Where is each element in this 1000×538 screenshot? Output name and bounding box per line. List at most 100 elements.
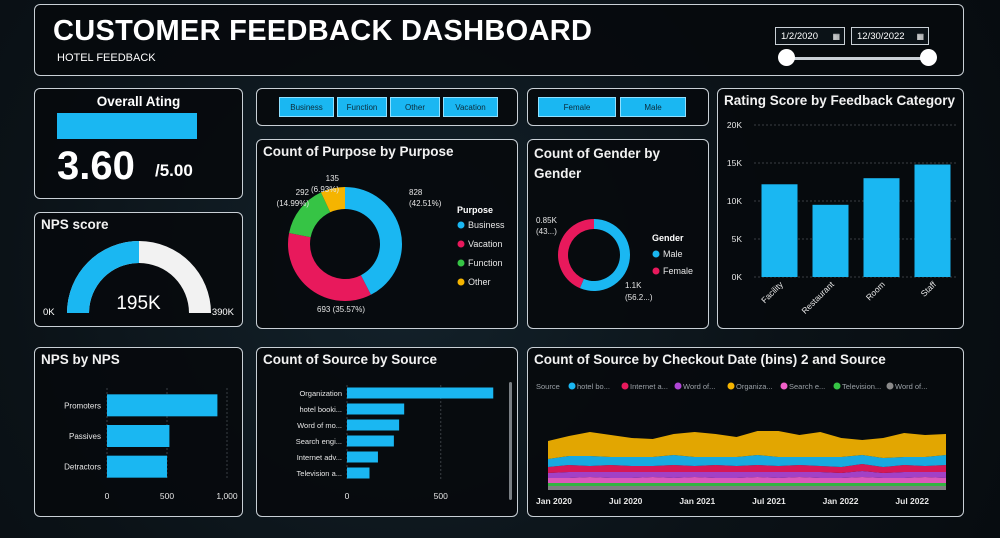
x-tick-label: Jan 2020 [536, 496, 572, 506]
date-slider-track[interactable] [787, 57, 929, 60]
checkout-chart-panel: Count of Source by Checkout Date (bins) … [527, 347, 964, 517]
gauge-fill [67, 241, 139, 313]
data-label: 1.1K [625, 281, 642, 290]
slicer-button-other[interactable]: Other [390, 97, 440, 117]
bar-source [347, 419, 400, 431]
y-tick-label: Search engi... [296, 437, 342, 446]
legend-marker [568, 382, 576, 390]
slicer-button-vacation[interactable]: Vacation [443, 97, 498, 117]
legend-label: Internet a... [630, 382, 668, 391]
data-label: 828 [409, 188, 423, 197]
legend-label: Word of... [895, 382, 927, 391]
y-tick-label: 20K [727, 120, 742, 130]
x-tick-label: Room [864, 279, 887, 302]
legend-label: Business [468, 220, 505, 230]
slicer-button-function[interactable]: Function [337, 97, 387, 117]
data-label: 0.85K [536, 216, 558, 225]
area-series [548, 486, 946, 490]
donut-slice-vacation [288, 233, 371, 301]
slicer-button-business[interactable]: Business [279, 97, 334, 117]
legend-label: Function [468, 258, 503, 268]
data-label: (56.2...) [625, 293, 653, 302]
data-label: (43...) [536, 227, 557, 236]
source-chart-panel: Count of Source by Source 0 500 Organizati… [256, 347, 518, 517]
legend-label: Male [663, 249, 683, 259]
donut-slice-other [320, 187, 345, 213]
legend-label: Other [468, 277, 491, 287]
legend-label: Word of... [683, 382, 715, 391]
y-tick-label: 15K [727, 158, 742, 168]
area-series [548, 483, 946, 486]
legend-marker-vacation [457, 240, 465, 248]
data-label: (14.99%) [277, 199, 310, 208]
date-slider-handle-end[interactable] [920, 49, 937, 66]
donut-slice-male [579, 219, 630, 291]
source-bar-chart: 0 500 Organization hotel booki... Word of mo… [296, 385, 494, 501]
purpose-chart-title: Count of Purpose by Purpose [263, 144, 454, 159]
bar-staff [914, 164, 951, 277]
bar-source [347, 435, 394, 447]
date-to-text: 12/30/2022 [857, 31, 905, 42]
gauge-max-label: 390K [211, 307, 234, 318]
bar-detractors [107, 455, 167, 478]
legend-marker [833, 382, 841, 390]
legend-label: hotel bo... [577, 382, 610, 391]
bar-source [347, 451, 378, 463]
x-tick-label: Facility [759, 279, 785, 305]
gender-slicer: Female Male [527, 88, 709, 126]
calendar-icon: ▦ [916, 32, 924, 41]
purpose-donut-chart: 828 (42.51%) 693 (35.57%) 292 (14.99%) 135 (6.… [277, 174, 505, 314]
page-subtitle: HOTEL FEEDBACK [57, 52, 156, 64]
header-panel: CUSTOMER FEEDBACK DASHBOARD HOTEL FEEDBA… [34, 4, 964, 76]
bar-facility [761, 184, 798, 277]
x-tick-label: Restaurant [799, 279, 836, 316]
legend-title: Gender [652, 233, 684, 243]
y-tick-label: 10K [727, 196, 742, 206]
data-label: 135 [326, 174, 340, 183]
gender-chart-title: Count of Gender by Gender [534, 146, 660, 181]
page-title: CUSTOMER FEEDBACK DASHBOARD [53, 15, 593, 47]
rating-max: /5.00 [155, 161, 193, 180]
bar-source [347, 387, 494, 399]
rating-bar [57, 113, 197, 139]
area-series [548, 477, 946, 483]
nps-gauge [67, 241, 211, 313]
nps-score-title: NPS score [41, 217, 109, 232]
rating-category-bar-chart: 0K 5K 10K 15K 20K Facility Restaurant Room Staff [727, 120, 958, 316]
bar-room [863, 178, 900, 277]
gender-chart-panel: Count of Gender by Gender 0.85K (43...) 1.… [527, 139, 709, 329]
date-to-field[interactable]: 12/30/2022 ▦ [851, 27, 929, 45]
area-series [548, 431, 946, 459]
x-tick-label: 500 [160, 491, 174, 501]
rating-category-chart-panel: Rating Score by Feedback Category 0K 5K 10… [717, 88, 964, 329]
slicer-button-male[interactable]: Male [620, 97, 686, 117]
calendar-icon: ▦ [832, 32, 840, 41]
purpose-slicer: Business Function Other Vacation [256, 88, 518, 126]
y-tick-label: Organization [299, 389, 342, 398]
legend-marker [780, 382, 788, 390]
area-series [548, 455, 946, 467]
rating-category-chart-title: Rating Score by Feedback Category [724, 93, 956, 108]
bar-source [347, 467, 370, 479]
legend-label: Female [663, 266, 693, 276]
legend-title: Source [536, 382, 560, 391]
x-tick-label: 0 [345, 491, 350, 501]
x-tick-label: Jul 2020 [609, 496, 643, 506]
y-tick-label: Passives [69, 432, 101, 441]
donut-slice-business [345, 187, 402, 295]
x-tick-label: Jan 2021 [679, 496, 715, 506]
date-from-field[interactable]: 1/2/2020 ▦ [775, 27, 845, 45]
legend-marker-other [457, 278, 465, 286]
date-from-text: 1/2/2020 [781, 31, 818, 42]
source-scrollbar[interactable] [509, 382, 512, 500]
legend-label: Television... [842, 382, 881, 391]
x-tick-label: Staff [919, 279, 939, 299]
legend-label: Vacation [468, 239, 502, 249]
bar-passives [107, 425, 170, 447]
x-tick-label: 500 [434, 491, 448, 501]
legend-marker [886, 382, 894, 390]
slicer-button-female[interactable]: Female [538, 97, 616, 117]
legend-title: Purpose [457, 205, 493, 215]
date-slider-handle-start[interactable] [778, 49, 795, 66]
y-tick-label: hotel booki... [299, 405, 342, 414]
